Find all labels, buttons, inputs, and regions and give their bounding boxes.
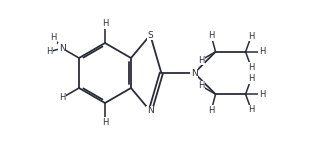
Text: H: H bbox=[198, 55, 204, 65]
Text: H: H bbox=[208, 106, 215, 115]
Text: H: H bbox=[46, 47, 52, 56]
Text: H: H bbox=[259, 90, 265, 99]
Text: H: H bbox=[248, 105, 254, 114]
Text: H: H bbox=[59, 93, 65, 102]
Text: H: H bbox=[248, 63, 254, 72]
Text: H: H bbox=[198, 81, 204, 91]
Text: H: H bbox=[102, 118, 108, 127]
Text: H: H bbox=[50, 33, 57, 42]
Text: H: H bbox=[208, 31, 215, 40]
Text: H: H bbox=[259, 47, 265, 56]
Text: H: H bbox=[102, 19, 108, 28]
Text: N: N bbox=[147, 106, 154, 115]
Text: N: N bbox=[59, 44, 65, 53]
Text: H: H bbox=[248, 32, 254, 41]
Text: H: H bbox=[248, 74, 254, 83]
Text: N: N bbox=[191, 68, 198, 78]
Text: S: S bbox=[147, 31, 153, 40]
